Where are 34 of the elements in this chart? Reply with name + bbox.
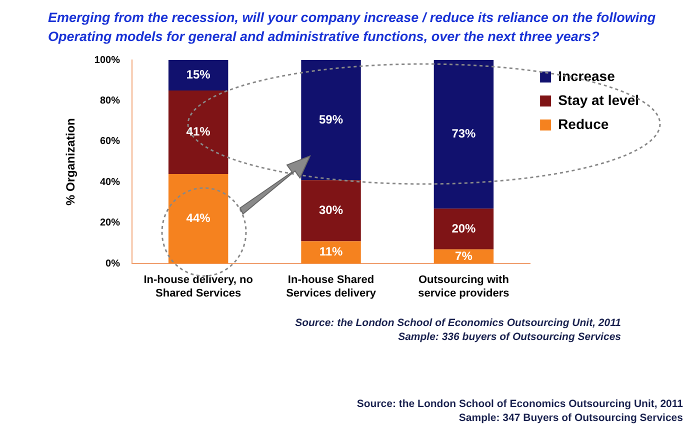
text: Sample: 336 buyers of Outsourcing Services: [398, 331, 621, 343]
text: Sample: 347 Buyers of Outsourcing Services: [458, 412, 683, 424]
data-label: 41%: [186, 124, 211, 139]
bar: [168, 174, 228, 264]
legend-label: Stay at level: [558, 92, 639, 108]
legend-label: Increase: [558, 68, 616, 84]
data-label: 59%: [319, 112, 344, 126]
data-label: 44%: [186, 211, 211, 226]
bar: [301, 241, 361, 264]
bar: [434, 60, 494, 209]
y-tick-label: 20%: [100, 218, 120, 229]
data-label: 73%: [452, 126, 476, 141]
data-label: 30%: [319, 202, 344, 217]
bar: [301, 60, 361, 180]
x-tick-label: In-house Shared Services delivery: [286, 274, 377, 300]
data-label: 20%: [452, 221, 476, 236]
y-axis-title: % Organization: [64, 118, 78, 206]
y-tick-label: 0%: [106, 258, 120, 270]
bar: [168, 60, 228, 91]
y-tick-label: 80%: [100, 95, 120, 106]
x-tick-label: Outsourcing with service providers: [418, 274, 510, 300]
y-tick-label: 100%: [94, 54, 120, 66]
bar: [168, 90, 228, 174]
y-tick-label: 60%: [100, 136, 120, 148]
x-tick-label: In-house delivery, no Shared Services: [144, 274, 254, 300]
data-label: 15%: [186, 68, 211, 82]
data-label: 11%: [319, 244, 344, 259]
bar: [434, 208, 494, 250]
source-note: Source: the London School of Economics Outsourcing Unit, 2011: [295, 317, 621, 329]
data-label: 7%: [455, 248, 473, 263]
y-tick-label: 40%: [100, 176, 120, 188]
source-note: Source: the London School of Economics Outsourcing Unit, 2011: [356, 398, 683, 410]
chart-title: Emerging from the recession, will your company increase / reduce its reliance on the following Operating models for general and administrative functions, over the next three years?: [48, 9, 657, 46]
legend-label: Reduce: [558, 116, 609, 132]
